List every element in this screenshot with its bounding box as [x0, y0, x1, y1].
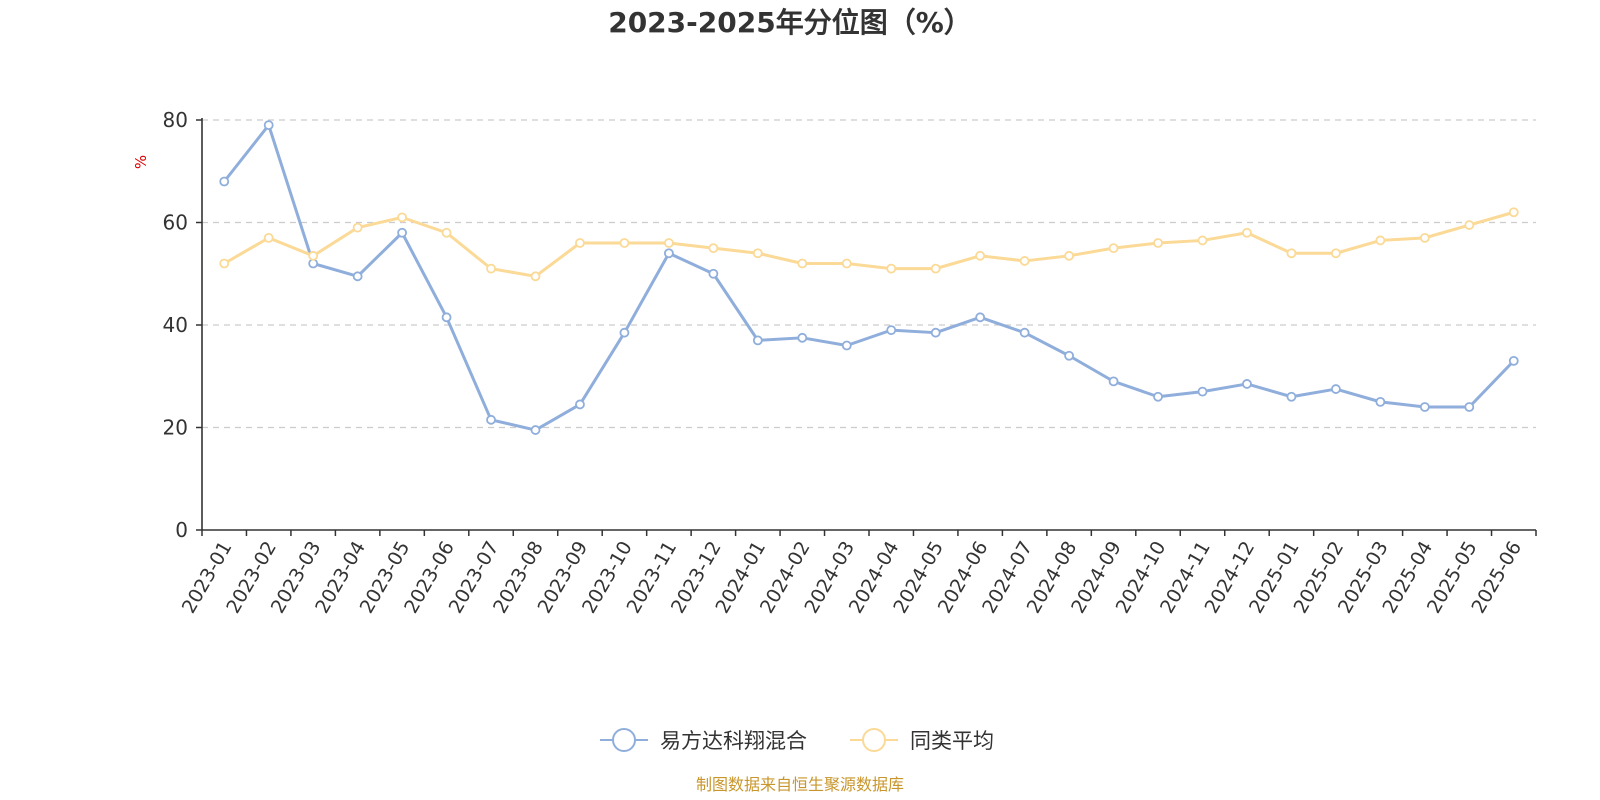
- x-tick-labels: 2023-012023-022023-032023-042023-052023-…: [178, 538, 1526, 618]
- data-point: [1331, 248, 1341, 259]
- grid-lines: [202, 119, 1536, 429]
- legend-item-1[interactable]: 同类平均: [850, 728, 994, 753]
- data-point: [1019, 256, 1030, 266]
- axes: [196, 118, 1537, 536]
- data-point: [752, 335, 763, 346]
- data-point: [886, 263, 897, 274]
- data-point: [575, 238, 585, 248]
- y-tick-label: 20: [163, 416, 188, 440]
- legend-marker: [862, 728, 886, 752]
- data-point: [975, 312, 986, 323]
- data-point: [841, 340, 852, 351]
- series-line: [223, 123, 1515, 432]
- y-tick-label: 80: [163, 108, 188, 132]
- series-0: [219, 120, 1519, 435]
- data-point: [886, 325, 897, 336]
- series-line: [223, 210, 1515, 278]
- data-point: [397, 212, 408, 223]
- data-point: [530, 271, 541, 282]
- data-point: [797, 332, 808, 343]
- data-point: [619, 238, 630, 248]
- legend-marker: [612, 728, 636, 752]
- data-point: [308, 250, 319, 261]
- data-point: [1419, 402, 1430, 412]
- data-point: [1153, 238, 1163, 248]
- data-point: [1242, 227, 1252, 238]
- data-point: [397, 227, 408, 238]
- data-point: [441, 227, 452, 238]
- data-point: [1197, 386, 1208, 397]
- data-point: [1286, 248, 1297, 259]
- data-point: [930, 263, 941, 274]
- data-point: [930, 327, 941, 338]
- data-point: [619, 327, 630, 338]
- y-axis-unit-label: %: [132, 155, 150, 169]
- data-point: [263, 232, 274, 243]
- data-point: [664, 248, 674, 259]
- data-point: [1508, 207, 1519, 218]
- series-1: [219, 207, 1519, 282]
- data-point: [1464, 402, 1475, 412]
- legend-label: 易方达科翔混合: [660, 729, 807, 753]
- data-point: [708, 268, 719, 279]
- legend[interactable]: 易方达科翔混合 同类平均: [600, 728, 994, 753]
- data-point: [1064, 350, 1074, 361]
- data-point: [1331, 384, 1341, 394]
- data-point: [1242, 379, 1252, 389]
- legend-item-0[interactable]: 易方达科翔混合: [600, 728, 807, 753]
- data-point: [708, 243, 719, 254]
- data-point: [797, 258, 808, 269]
- data-point: [752, 248, 763, 259]
- data-point: [1286, 391, 1297, 402]
- data-point: [1153, 391, 1163, 402]
- data-point: [1197, 235, 1208, 246]
- data-point: [263, 120, 274, 131]
- data-point: [1508, 355, 1519, 366]
- chart-title: 2023-2025年分位图（%）: [608, 6, 972, 39]
- data-point: [219, 176, 230, 187]
- data-point: [486, 263, 496, 274]
- data-point: [352, 271, 363, 282]
- data-point: [352, 222, 363, 233]
- y-tick-label: 0: [175, 518, 188, 542]
- data-point: [1064, 250, 1074, 261]
- data-point: [530, 425, 541, 435]
- y-tick-label: 40: [163, 313, 188, 337]
- data-point: [664, 238, 674, 248]
- y-tick-label: 60: [163, 211, 188, 235]
- data-point: [1019, 327, 1030, 338]
- data-point: [1419, 232, 1430, 243]
- data-point: [975, 250, 986, 261]
- data-point: [1108, 376, 1119, 387]
- y-tick-labels: 0 20 40 60 80: [163, 108, 188, 542]
- series-lines: [219, 120, 1519, 435]
- data-source-note: 制图数据来自恒生聚源数据库: [696, 775, 904, 794]
- legend-label: 同类平均: [910, 729, 994, 753]
- data-point: [841, 258, 852, 269]
- data-point: [575, 399, 585, 410]
- data-point: [1108, 243, 1119, 254]
- data-point: [1464, 220, 1475, 230]
- data-point: [1375, 235, 1386, 246]
- data-point: [1375, 396, 1386, 407]
- data-point: [219, 258, 230, 269]
- data-point: [441, 312, 452, 323]
- data-point: [486, 414, 496, 425]
